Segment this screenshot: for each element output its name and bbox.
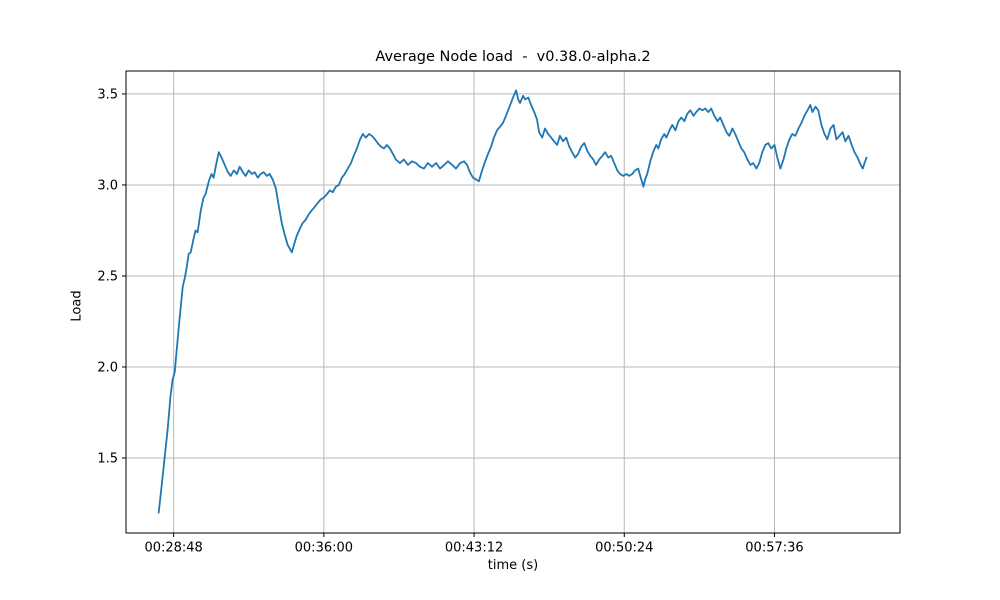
x-axis-label: time (s) [487, 558, 539, 573]
y-tick-label: 3.0 [97, 178, 118, 193]
x-tick-label: 00:43:12 [445, 541, 503, 556]
chart-title: Average Node load - v0.38.0-alpha.2 [375, 49, 651, 65]
x-tick-label: 00:28:48 [144, 541, 202, 556]
load-line-series [157, 89, 868, 514]
plot-border [125, 70, 901, 534]
y-tick-label: 2.5 [97, 269, 118, 284]
x-tick-label: 00:57:36 [745, 541, 803, 556]
y-tick-label: 1.5 [97, 452, 118, 467]
x-tick-label: 00:36:00 [295, 541, 353, 556]
y-axis-label: Load [69, 290, 85, 322]
y-tick-label: 3.5 [97, 87, 118, 102]
y-tick-label: 2.0 [97, 360, 118, 375]
x-tick-label: 00:50:24 [595, 541, 653, 556]
